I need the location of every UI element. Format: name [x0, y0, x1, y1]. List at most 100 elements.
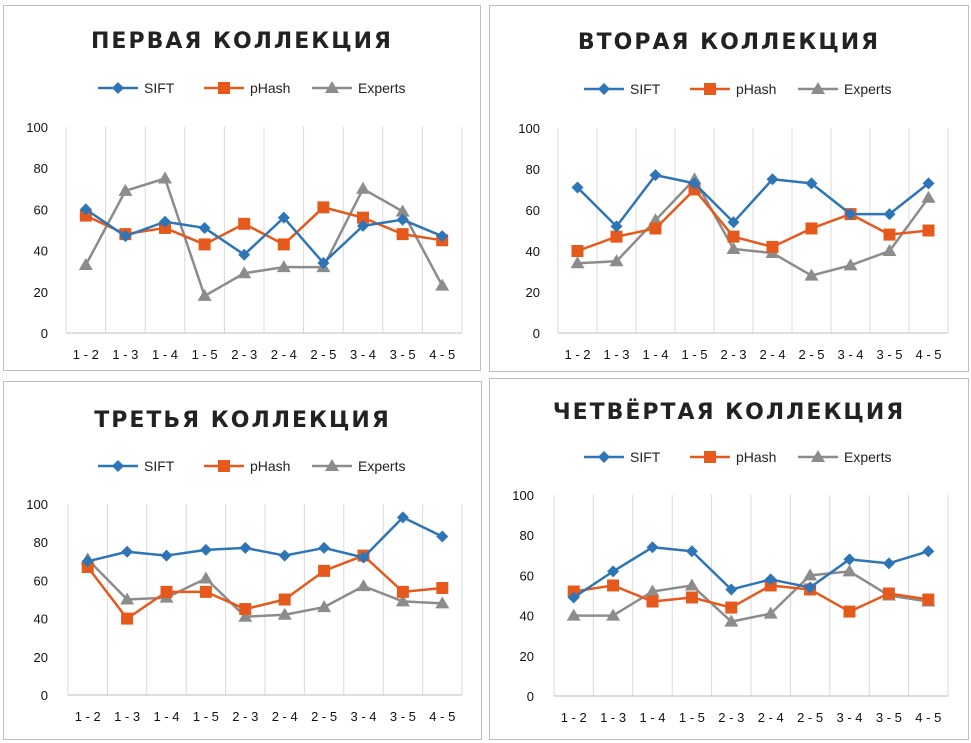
chart-title: ЧЕТВЁРТАЯ КОЛЛЕКЦИЯ [553, 399, 905, 425]
legend-item-phash: pHash [690, 81, 776, 97]
x-tick-label: 2 - 3 [232, 709, 258, 724]
legend-marker-sift [112, 460, 124, 472]
x-tick-label: 1 - 3 [114, 709, 140, 724]
series-line-phash [86, 554, 443, 620]
point-sift-2 [607, 565, 620, 578]
y-tick-label: 20 [526, 285, 540, 300]
x-tick-label: 1 - 4 [639, 710, 665, 725]
point-phash-6 [766, 240, 779, 253]
chart-panel-1: ПЕРВАЯ КОЛЛЕКЦИЯ SIFT pHash Experts 0 20 40 60 8… [3, 5, 481, 371]
series-line-phash [85, 206, 443, 246]
x-tick-label: 2 - 3 [718, 710, 744, 725]
point-phash-3 [160, 585, 173, 598]
series-line-sift [87, 516, 443, 563]
point-phash-3 [159, 221, 171, 234]
chart-2-svg: ВТОРАЯ КОЛЛЕКЦИЯ SIFT pHash Experts 0 20 40 60 8… [518, 30, 949, 362]
point-sift-8 [357, 551, 370, 564]
chart-panel-2: ВТОРАЯ КОЛЛЕКЦИЯ SIFT pHash Experts 0 20 40 60 8… [489, 5, 969, 372]
point-sift-9 [396, 511, 409, 524]
point-sift-7 [804, 581, 817, 594]
point-experts-3 [648, 213, 663, 226]
x-tick-label: 1 - 3 [600, 710, 626, 725]
point-sift-5 [239, 541, 252, 554]
point-sift-5 [727, 216, 740, 229]
x-tick-label: 1 - 4 [152, 347, 178, 362]
point-experts-10 [435, 596, 450, 609]
point-sift-7 [317, 256, 330, 269]
point-sift-9 [396, 213, 409, 226]
point-sift-10 [922, 177, 935, 190]
point-sift-6 [764, 573, 777, 586]
point-experts-7 [804, 268, 819, 281]
y-tick-label: 100 [26, 120, 48, 135]
series-line-sift [576, 173, 930, 228]
point-experts-10 [921, 190, 936, 203]
point-phash-5 [727, 230, 740, 243]
legend-item-sift: SIFT [584, 449, 661, 465]
point-phash-1 [571, 245, 584, 257]
legend-item-sift: SIFT [584, 81, 661, 97]
y-tick-label: 80 [34, 535, 48, 550]
point-sift-4 [688, 177, 701, 190]
x-tick-label: 1 - 3 [603, 347, 629, 362]
series-line-experts [86, 558, 443, 618]
point-phash-8 [357, 211, 369, 224]
legend-marker-sift [598, 83, 610, 95]
point-sift-3 [160, 549, 173, 562]
point-phash-9 [396, 228, 409, 241]
chart-4-svg: ЧЕТВЁРТАЯ КОЛЛЕКЦИЯ SIFT pHash Experts 0 20 40… [512, 399, 949, 725]
point-sift-5 [238, 248, 251, 261]
point-experts-5 [724, 614, 739, 627]
point-experts-2 [609, 254, 624, 267]
y-tick-label: 60 [34, 202, 48, 217]
point-phash-4 [198, 238, 211, 251]
series-line-experts [573, 570, 929, 623]
series-line-phash [577, 188, 929, 253]
chart-panel-3: ТРЕТЬЯ КОЛЛЕКЦИЯ SIFT pHash Experts 0 20 40 60 8… [3, 381, 482, 740]
point-phash-5 [725, 601, 738, 614]
y-tick-label: 40 [520, 609, 534, 624]
legend-item-experts: Experts [312, 80, 405, 96]
x-tick-label: 2 - 5 [798, 347, 824, 362]
x-tick-label: 1 - 2 [564, 347, 590, 362]
legend-marker-sift [598, 451, 610, 463]
point-sift-2 [121, 545, 134, 558]
point-sift-8 [843, 553, 856, 566]
point-phash-2 [607, 579, 620, 592]
series-line-experts [84, 177, 444, 298]
point-experts-7 [317, 600, 332, 613]
y-tick-label: 0 [533, 326, 540, 341]
point-experts-6 [276, 260, 291, 273]
x-tick-label: 2 - 4 [272, 709, 298, 724]
x-tick-label: 1 - 2 [561, 710, 587, 725]
point-sift-9 [882, 557, 895, 570]
point-experts-3 [645, 584, 660, 597]
point-experts-8 [842, 564, 857, 577]
point-phash-3 [646, 595, 659, 608]
chart-title: ТРЕТЬЯ КОЛЛЕКЦИЯ [94, 408, 391, 433]
legend-item-phash: pHash [204, 80, 290, 96]
point-phash-6 [278, 593, 291, 606]
legend-marker-phash [704, 83, 716, 95]
y-tick-label: 100 [518, 121, 540, 136]
x-tick-label: 2 - 5 [310, 347, 336, 362]
point-experts-5 [238, 609, 253, 622]
y-tick-label: 80 [520, 528, 534, 543]
legend-item-experts: Experts [798, 449, 891, 465]
point-sift-6 [766, 173, 779, 186]
x-tick-label: 2 - 4 [758, 710, 784, 725]
point-sift-6 [277, 211, 290, 224]
point-experts-8 [356, 579, 371, 592]
legend-marker-experts [325, 81, 339, 93]
point-experts-8 [356, 181, 370, 194]
point-sift-1 [81, 555, 94, 568]
x-tick-label: 1 - 3 [112, 347, 138, 362]
legend-label: Experts [844, 449, 891, 465]
legend-marker-sift [112, 82, 124, 94]
point-experts-4 [684, 578, 699, 591]
point-phash-3 [649, 222, 662, 235]
x-tick-label: 2 - 3 [720, 347, 746, 362]
point-sift-10 [436, 530, 449, 543]
series-line-phash [573, 584, 929, 613]
point-experts-4 [198, 571, 213, 584]
